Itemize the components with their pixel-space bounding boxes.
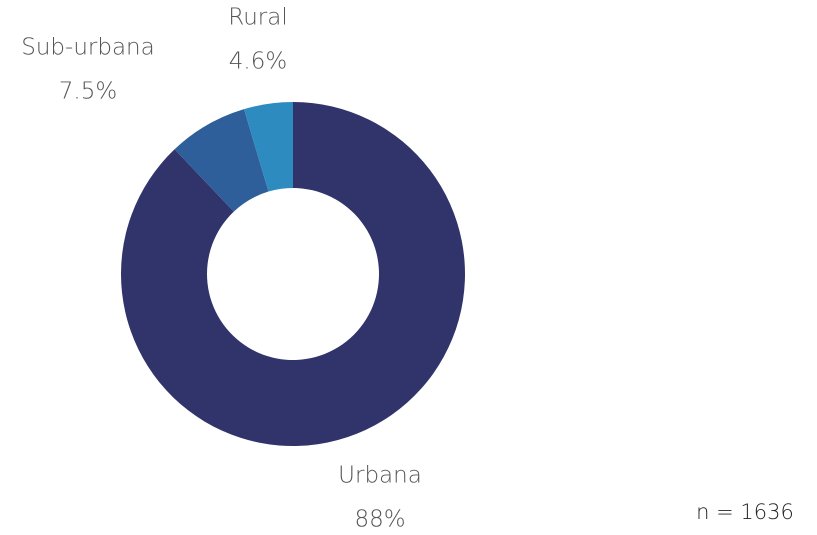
slice-label: Urbana xyxy=(338,463,422,489)
donut-slice xyxy=(120,102,465,446)
slice-label: Sub-urbana xyxy=(21,35,154,61)
slice-value-label: 4.6% xyxy=(229,49,287,75)
slice-value-label: 88% xyxy=(354,507,405,533)
donut-slice xyxy=(244,102,293,192)
sample-size-note: n = 1636 xyxy=(696,500,794,524)
slice-label: Rural xyxy=(228,5,287,31)
slice-value-label: 7.5% xyxy=(59,79,117,105)
donut-slice xyxy=(174,109,269,212)
